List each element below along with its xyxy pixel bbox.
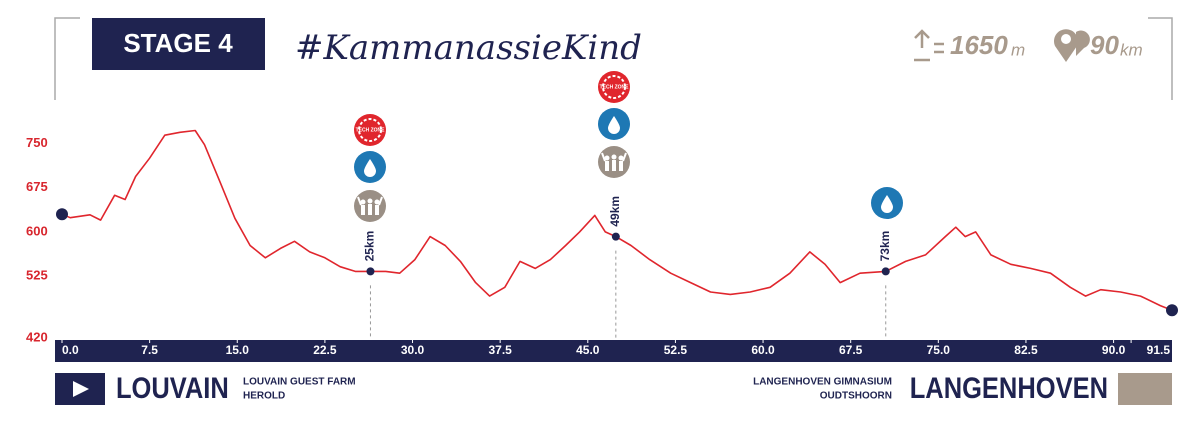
finish-town: LANGENHOVEN <box>910 371 1108 404</box>
icon-label: TECH ZONE <box>600 84 630 90</box>
stage-title: STAGE 4 <box>123 28 233 58</box>
x-tick-label: 82.5 <box>1014 343 1038 357</box>
distance-unit: km <box>1120 40 1143 59</box>
finish-venue: LANGENHOVEN GIMNASIUM <box>753 377 892 388</box>
x-tick-label: 0.0 <box>62 343 79 357</box>
climb-unit: m <box>1011 40 1025 59</box>
x-tick-label: 7.5 <box>141 343 158 357</box>
x-tick-label: 90.0 <box>1102 343 1126 357</box>
x-tick-label: 15.0 <box>226 343 250 357</box>
icon-water <box>598 108 630 140</box>
marker-dot <box>881 267 890 276</box>
x-axis-bar <box>55 340 1172 362</box>
hashtag: #KammanassieKind <box>295 28 642 68</box>
finish-dot <box>1166 304 1178 317</box>
x-tick-label: 75.0 <box>927 343 951 357</box>
distance-value: 90 <box>1090 30 1119 60</box>
x-tick-label: 60.0 <box>751 343 775 357</box>
frame <box>54 17 80 100</box>
y-tick-label: 420 <box>26 329 48 344</box>
marker-dot <box>366 267 375 276</box>
start-town: LOUVAIN <box>116 371 229 404</box>
y-tick-label: 675 <box>26 179 48 194</box>
marker-label: 49km <box>608 196 622 227</box>
x-tick-label: 22.5 <box>313 343 337 357</box>
marker-label: 73km <box>878 231 892 262</box>
icon-tech-zone: TECH ZONE <box>353 113 387 147</box>
frame <box>1148 17 1173 100</box>
stage-box <box>92 18 265 70</box>
y-tick-label: 525 <box>26 268 48 283</box>
x-tick-label: 91.5 <box>1147 343 1171 357</box>
marker-label: 25km <box>363 231 377 262</box>
climb-icon <box>914 29 944 62</box>
finish-box <box>1118 373 1172 405</box>
x-tick-label: 52.5 <box>664 343 688 357</box>
climb-value: 1650 <box>950 30 1008 60</box>
elevation-line <box>61 129 1173 312</box>
y-tick-label: 750 <box>26 135 48 150</box>
icon-tech-zone: TECH ZONE <box>597 70 631 104</box>
finish-place: OUDTSHOORN <box>820 391 892 402</box>
start-place: HEROLD <box>243 391 285 402</box>
x-tick-label: 37.5 <box>488 343 512 357</box>
icon-label: TECH ZONE <box>356 127 386 133</box>
start-dot <box>56 208 68 221</box>
icon-spectators <box>597 145 631 179</box>
y-tick-label: 600 <box>26 223 48 238</box>
start-venue: LOUVAIN GUEST FARM <box>243 377 356 388</box>
icon-water <box>354 151 386 183</box>
start-arrow <box>73 381 89 397</box>
marker-dot <box>611 232 620 241</box>
x-tick-label: 67.5 <box>839 343 863 357</box>
icon-water <box>871 187 903 219</box>
x-tick-label: 30.0 <box>401 343 425 357</box>
x-tick-label: 45.0 <box>576 343 600 357</box>
distance-icon <box>1054 29 1090 62</box>
icon-spectators <box>353 189 387 223</box>
